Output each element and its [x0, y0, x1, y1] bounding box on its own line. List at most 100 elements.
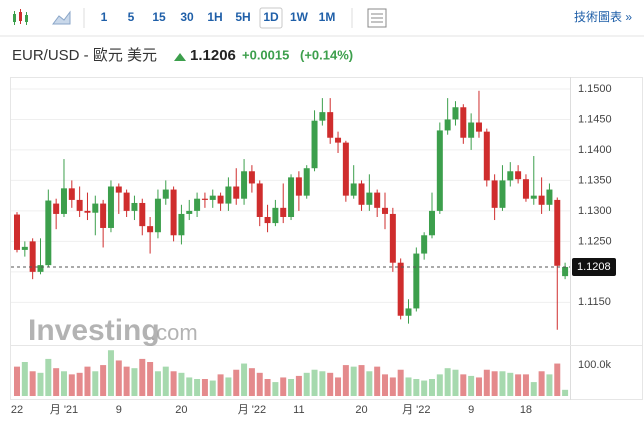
volume-bar: [413, 379, 420, 396]
candle-body: [428, 210, 435, 236]
candle-body: [248, 171, 255, 184]
candle-icon[interactable]: [13, 9, 28, 25]
watermark-brand: Investing: [28, 314, 160, 347]
volume-bar: [147, 362, 154, 396]
candle-body: [264, 216, 271, 224]
candle-body: [421, 235, 428, 254]
interval-button[interactable]: 1M: [319, 10, 336, 24]
toolbar: 1 5 15 30 1H 5H 1D 1W 1M 技術圖表 »: [13, 7, 632, 29]
volume-bar: [421, 380, 428, 396]
candle-body: [68, 188, 75, 200]
volume-bar: [342, 365, 349, 396]
x-tick-label: 22: [11, 404, 23, 416]
volume-bar: [295, 375, 302, 396]
candle-body: [14, 214, 20, 250]
volume-bar: [327, 372, 334, 396]
candle-body: [507, 171, 514, 181]
candle-body: [201, 198, 208, 200]
volume-bar: [53, 368, 60, 396]
candle-body: [76, 199, 83, 211]
x-tick-label: 9: [116, 404, 122, 416]
candle-body: [92, 203, 99, 213]
candle-body: [256, 183, 263, 217]
candle-body: [530, 195, 537, 199]
last-price-label: 1.1208: [577, 261, 611, 273]
interval-button[interactable]: 1D: [263, 10, 279, 24]
y-tick-label: 1.1300: [578, 205, 612, 217]
interval-selected: [259, 7, 283, 29]
candle-body: [170, 189, 177, 236]
candle-body: [194, 198, 201, 211]
volume-bar: [460, 374, 467, 396]
candle-body: [382, 207, 389, 214]
candle-body: [131, 202, 138, 211]
candle-body: [522, 179, 529, 199]
interval-button[interactable]: 1H: [207, 10, 222, 24]
candle-body: [139, 202, 146, 227]
candle-body: [546, 189, 553, 205]
candle-body: [538, 195, 545, 205]
candle-body: [444, 119, 451, 131]
volume-bar: [139, 358, 146, 396]
candle-body: [217, 195, 224, 204]
volume-bar: [374, 366, 381, 396]
volume-bar: [45, 358, 52, 396]
x-tick-label: 20: [355, 404, 367, 416]
y-tick-label: 1.1500: [578, 83, 612, 95]
interval-button[interactable]: 30: [180, 10, 194, 24]
candle-body: [335, 137, 342, 143]
settings-icon[interactable]: [367, 8, 387, 28]
frame: [10, 77, 643, 400]
volume-bar: [84, 366, 91, 396]
candle-body: [272, 207, 279, 224]
volume-bar: [241, 363, 248, 396]
interval-button[interactable]: 1W: [290, 10, 309, 24]
interval-button[interactable]: 5: [128, 10, 135, 24]
volume-bar: [499, 371, 506, 396]
candle-body: [397, 262, 404, 316]
volume-bar: [319, 371, 326, 396]
volume-bar: [76, 372, 83, 396]
volume-bar: [303, 372, 310, 396]
up-arrow: [174, 53, 186, 61]
volume-bar: [209, 380, 216, 396]
volume-bar: [311, 369, 318, 396]
candle-body: [389, 213, 396, 263]
candle-body: [327, 112, 334, 138]
volume-bar: [483, 369, 490, 396]
candle-body: [37, 265, 44, 272]
volume-bar: [562, 389, 569, 396]
interval-button[interactable]: 1: [101, 10, 108, 24]
interval-button[interactable]: 5H: [235, 10, 250, 24]
volume-bar: [194, 379, 201, 396]
candle-body: [491, 180, 498, 208]
last-price-box: [572, 257, 616, 276]
tech-chart-link[interactable]: 技術圖表 »: [574, 10, 632, 24]
volume-bar: [170, 371, 177, 396]
volume-bar: [288, 379, 295, 396]
volume-bar: [491, 371, 498, 396]
candle-body: [45, 200, 52, 266]
volume-bar: [272, 382, 279, 396]
y-tick-label: 1.1400: [578, 144, 612, 156]
volume-bar: [131, 368, 138, 396]
volume-bar: [335, 377, 342, 396]
interval-button[interactable]: 15: [152, 10, 166, 24]
area-icon[interactable]: [52, 10, 71, 25]
volume-bar: [382, 374, 389, 396]
candle-body: [178, 213, 185, 236]
candle-body: [374, 192, 381, 208]
volume-bar: [186, 377, 193, 396]
volume-bar: [428, 379, 435, 396]
volume-bar: [248, 368, 255, 396]
volume-bar: [256, 372, 263, 396]
x-tick-label: 11: [293, 404, 304, 416]
change-pct: (+0.14%): [300, 47, 353, 62]
volume-bar: [522, 374, 529, 396]
volume-bar: [21, 362, 28, 396]
x-tick-label: 18: [520, 404, 532, 416]
volume-bar: [507, 372, 514, 396]
x-tick-label: 月 '21: [50, 404, 78, 416]
candle-body: [84, 210, 91, 213]
